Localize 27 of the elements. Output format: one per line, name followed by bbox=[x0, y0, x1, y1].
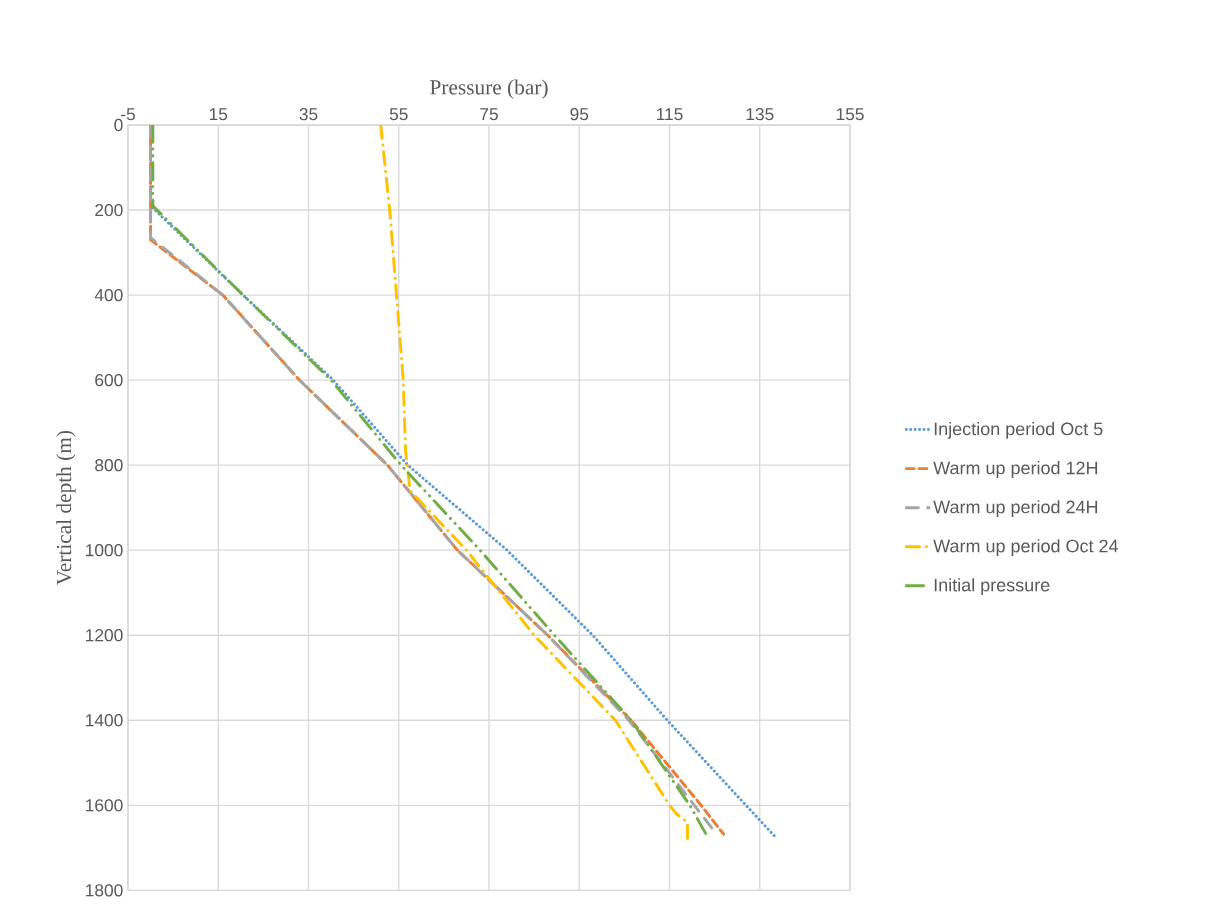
y-tick-label: 800 bbox=[95, 459, 123, 472]
x-axis-title: Pressure (bar) bbox=[430, 79, 548, 99]
x-tick-label: 55 bbox=[389, 108, 408, 121]
line-series bbox=[379, 125, 690, 841]
y-axis-title: Vertical depth (m) bbox=[56, 430, 76, 586]
y-tick-label: 400 bbox=[94, 288, 123, 302]
legend-label: Warm up period Oct 24 bbox=[933, 539, 1119, 556]
x-tick-label: 115 bbox=[657, 108, 683, 121]
y-tick-label: 1400 bbox=[86, 714, 123, 727]
x-tick-label: 95 bbox=[570, 108, 589, 121]
y-tick-label: 200 bbox=[95, 203, 123, 217]
y-tick-label: 1600 bbox=[86, 799, 123, 812]
x-tick-label: 155 bbox=[836, 108, 864, 121]
x-tick-label: 75 bbox=[480, 108, 498, 121]
legend-label: Warm up period 12H bbox=[933, 461, 1098, 478]
y-tick-label: 600 bbox=[95, 373, 123, 387]
y-tick-label: 1800 bbox=[86, 884, 123, 897]
legend-label: Injection period Oct 5 bbox=[934, 422, 1103, 439]
y-tick-label: 1000 bbox=[86, 544, 123, 557]
x-tick-label: 35 bbox=[299, 108, 318, 121]
x-tick-label: 135 bbox=[746, 108, 774, 121]
x-tick-label: -5 bbox=[121, 108, 135, 121]
y-tick-label: 1200 bbox=[86, 629, 123, 642]
legend-label: Warm up period 24H bbox=[933, 500, 1098, 517]
legend-label: Initial pressure bbox=[934, 578, 1050, 596]
x-tick-label: 15 bbox=[209, 108, 228, 121]
y-tick-label: 0 bbox=[114, 118, 123, 132]
